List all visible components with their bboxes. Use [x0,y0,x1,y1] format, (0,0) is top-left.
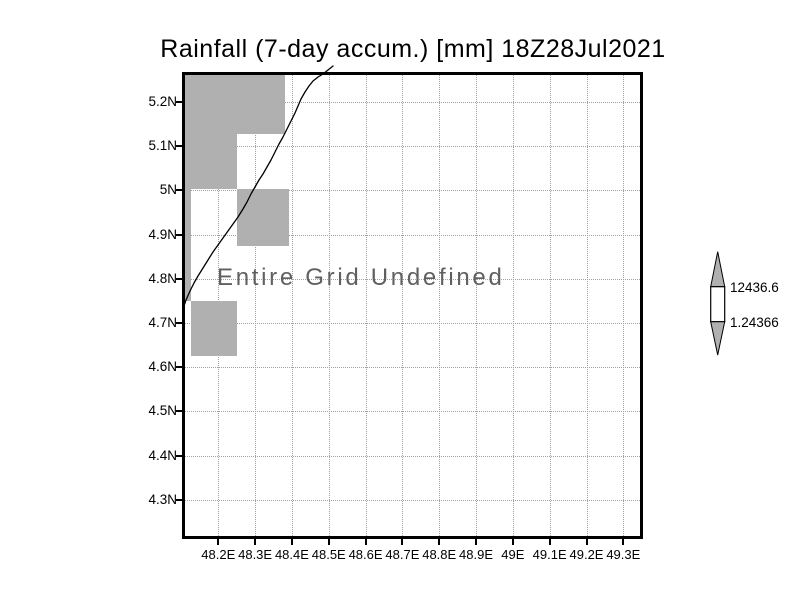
coastline [182,65,334,310]
gridline-horizontal [185,411,640,413]
x-axis-tick-label: 48.2E [201,547,236,562]
gridline-vertical [291,75,293,536]
colorbar-upper-triangle [710,251,726,288]
x-tick-mark [254,539,257,545]
gridline-vertical [549,75,551,536]
x-tick-mark [438,539,441,545]
x-axis-tick-label: 48.8E [422,547,457,562]
x-tick-mark [585,539,588,545]
y-tick-mark [176,145,183,148]
gridline-horizontal [185,323,640,324]
colorbar-lower-triangle [710,321,726,356]
map-shaded-cell [237,189,289,246]
gridline-vertical [512,75,514,536]
y-axis-tick-label: 4.6N [148,359,177,375]
y-axis-tick-label: 5.2N [148,94,177,109]
gridline-horizontal [185,234,640,236]
x-axis-tick-label: 48.7E [385,547,420,562]
x-tick-mark [548,539,551,545]
gridline-horizontal [185,146,640,148]
gridline-vertical [365,75,367,536]
y-tick-mark [176,101,183,103]
plot-title: Rainfall (7-day accum.) [mm] 18Z28Jul202… [160,35,666,63]
y-tick-mark [176,366,183,369]
x-axis-tick-label: 48.9E [459,547,494,562]
y-axis-tick-label: 5N [159,182,177,198]
x-axis-tick-label: 48.6E [348,547,383,562]
y-axis-tick-label: 4.9N [148,226,177,242]
y-tick-mark [176,454,183,457]
gridline-horizontal [185,102,640,103]
undefined-cells-layer [185,75,640,536]
x-tick-mark [511,539,514,545]
x-axis-tick-label: 49.3E [606,547,641,562]
gridline-horizontal [185,278,640,280]
x-tick-mark [364,539,367,545]
gridline-vertical [255,75,257,536]
x-axis-tick-label: 48.4E [274,547,309,562]
x-axis-tick-label: 49.2E [569,547,604,562]
x-axis-tick-label: 48.5E [311,547,346,562]
map-shaded-cell [185,134,237,189]
y-axis-tick-label: 5.1N [148,138,177,154]
gridline-vertical [476,75,478,536]
plot-frame: Entire Grid Undefined [182,65,643,539]
grid-undefined-label: Entire Grid Undefined [217,264,505,291]
x-axis-tick-label: 49.1E [532,547,567,562]
gridline-vertical [586,75,588,536]
gridline-horizontal [185,190,640,192]
y-axis-tick-label: 4.3N [148,491,177,507]
gridline-horizontal [185,499,640,501]
gridlines-layer [185,75,640,536]
map-shaded-cell [185,189,191,301]
colorbar-min-label: 1.24366 [730,315,779,330]
y-axis-tick-label: 4.8N [148,270,177,286]
y-tick-mark [176,189,183,192]
x-tick-mark [401,539,404,545]
y-tick-mark [176,277,183,280]
y-tick-mark [176,410,183,413]
colorbar [710,251,726,356]
y-tick-mark [176,498,183,501]
map-shaded-cell [191,301,237,356]
gridline-vertical [439,75,441,536]
colorbar-max-label: 12436.6 [730,280,779,295]
x-axis-tick-label: 49E [501,547,525,562]
coastline-path [182,65,334,310]
gridline-horizontal [185,455,640,457]
x-tick-mark [622,539,625,545]
y-axis-tick-label: 4.7N [148,315,177,330]
x-tick-mark [217,539,220,545]
y-axis-tick-label: 4.5N [148,403,177,419]
gridline-horizontal [185,367,640,369]
gridline-vertical [402,75,404,536]
y-tick-mark [176,322,183,324]
map-shaded-cell [185,75,285,134]
y-axis-tick-label: 4.4N [148,447,177,463]
x-tick-mark [290,539,293,545]
colorbar-middle-box [710,286,726,323]
x-axis-tick-label: 48.3E [238,547,273,562]
gridline-vertical [328,75,330,536]
gridline-vertical [623,75,625,536]
x-tick-mark [475,539,478,545]
y-tick-mark [176,233,183,236]
x-tick-mark [327,539,330,545]
